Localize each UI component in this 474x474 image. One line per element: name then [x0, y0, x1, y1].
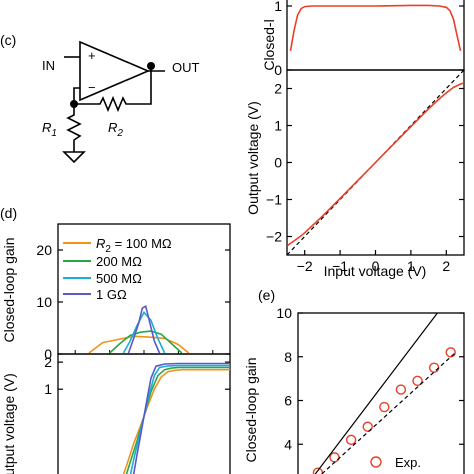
x-tick-label: −2	[297, 258, 313, 274]
y-tick-label: −1	[266, 192, 282, 208]
plot-e-ylabel: Closed-loop gain	[243, 357, 259, 462]
legend-label-200m: 200 MΩ	[96, 254, 142, 269]
y-tick-label: 0	[44, 346, 52, 362]
panel-label-c: (c)	[0, 32, 16, 48]
data-point	[345, 434, 357, 446]
r1-label: R1	[42, 120, 57, 139]
plot-e-frame	[297, 312, 465, 474]
plot-b-bottom-xlabel: Input voltage (V)	[324, 263, 427, 279]
series-line-3	[132, 362, 230, 474]
plot-b-top: Closed-l 01	[261, 0, 465, 78]
y-tick-label: 0	[274, 62, 282, 78]
data-point	[445, 347, 456, 358]
series-line-1	[125, 366, 230, 474]
circuit-out-label: OUT	[172, 60, 200, 75]
plot-b-bottom: Output voltage (V) Input voltage (V) −2−…	[245, 69, 465, 279]
opamp-symbol	[79, 40, 151, 102]
plot-d-bottom-marks: 12	[44, 354, 230, 474]
data-point	[428, 362, 440, 373]
panel-label-e: (e)	[258, 287, 275, 303]
plot-d-bottom: Output voltage (V) 12	[1, 353, 231, 474]
ground-icon	[62, 151, 86, 164]
plot-b-bottom-ylabel: Output voltage (V)	[245, 101, 261, 215]
series-line-2	[122, 311, 166, 354]
legend-label-100m: R2 = 100 MΩ	[96, 236, 172, 255]
opamp-minus-sign: −	[88, 80, 96, 95]
plot-d-top-ylabel: Closed-loop gain	[1, 237, 17, 342]
plot-d-top-legend: R2 = 100 MΩ 200 MΩ 500 MΩ 1 GΩ	[63, 236, 172, 302]
plot-b-top-ylabel: Closed-l	[261, 19, 277, 70]
legend-marker-exp	[370, 456, 382, 468]
series-line-1	[314, 313, 438, 474]
y-tick-label: 2	[44, 354, 52, 370]
data-point	[412, 375, 423, 387]
opamp-plus-sign: +	[88, 48, 96, 63]
y-tick-label: 20	[36, 242, 52, 258]
y-tick-label: 1	[274, 118, 282, 134]
resistor-r2	[74, 66, 152, 113]
plot-d-top: (d) Closed-loop gain 0 10 20 R2 = 100 MΩ 2…	[0, 205, 231, 362]
y-tick-label: 10	[276, 305, 292, 321]
resistor-r1	[66, 104, 82, 148]
y-tick-label: 4	[284, 436, 292, 452]
y-tick-label: 6	[284, 393, 292, 409]
plot-b-top-marks: 01	[274, 0, 464, 78]
legend-label-1g: 1 GΩ	[96, 287, 127, 302]
plot-b-bottom-marks: −2 −1 0 1 2 −2 −1 0 1 2	[266, 70, 464, 274]
series-line-0	[122, 368, 230, 474]
circuit-in-label: IN	[42, 58, 55, 73]
series-line-2	[320, 351, 457, 474]
y-tick-label: 0	[274, 155, 282, 171]
legend-label-500m: 500 MΩ	[96, 271, 142, 286]
plot-d-bottom-ylabel: Output voltage (V)	[1, 373, 17, 474]
panel-label-d: (d)	[0, 205, 17, 221]
series-line-0	[289, 4, 462, 51]
x-tick-label: 0	[372, 258, 380, 274]
series-line-3	[127, 304, 161, 354]
data-point	[329, 452, 340, 463]
r2-label: R2	[108, 120, 123, 139]
plot-e-marks: 4 6 8 10	[276, 305, 464, 474]
data-point	[362, 421, 373, 432]
x-tick-label: −1	[332, 258, 348, 274]
circuit-diagram: (c) IN + − OUT R1 R2	[0, 32, 200, 164]
y-tick-label: 1	[274, 0, 282, 14]
series-line-2	[129, 364, 230, 474]
y-tick-label: 1	[44, 381, 52, 397]
x-tick-label: 1	[407, 258, 415, 274]
y-tick-label: −2	[266, 229, 282, 245]
series-line-1	[287, 82, 464, 247]
data-point	[379, 401, 390, 413]
plot-b-top-frame	[286, 0, 465, 71]
plot-e: (e) Closed-loop gain 4 6 8 10 Exp.	[243, 287, 465, 474]
y-tick-label: 10	[36, 294, 52, 310]
x-tick-label: 2	[442, 258, 450, 274]
plot-d-bottom-frame	[57, 353, 231, 474]
inverting-input-wire	[73, 87, 80, 104]
series-line-1	[109, 330, 183, 354]
y-tick-label: 8	[284, 349, 292, 365]
data-point	[395, 384, 407, 395]
legend-label-exp: Exp.	[395, 455, 421, 470]
y-tick-label: 2	[274, 81, 282, 97]
series-line-0	[88, 335, 190, 354]
